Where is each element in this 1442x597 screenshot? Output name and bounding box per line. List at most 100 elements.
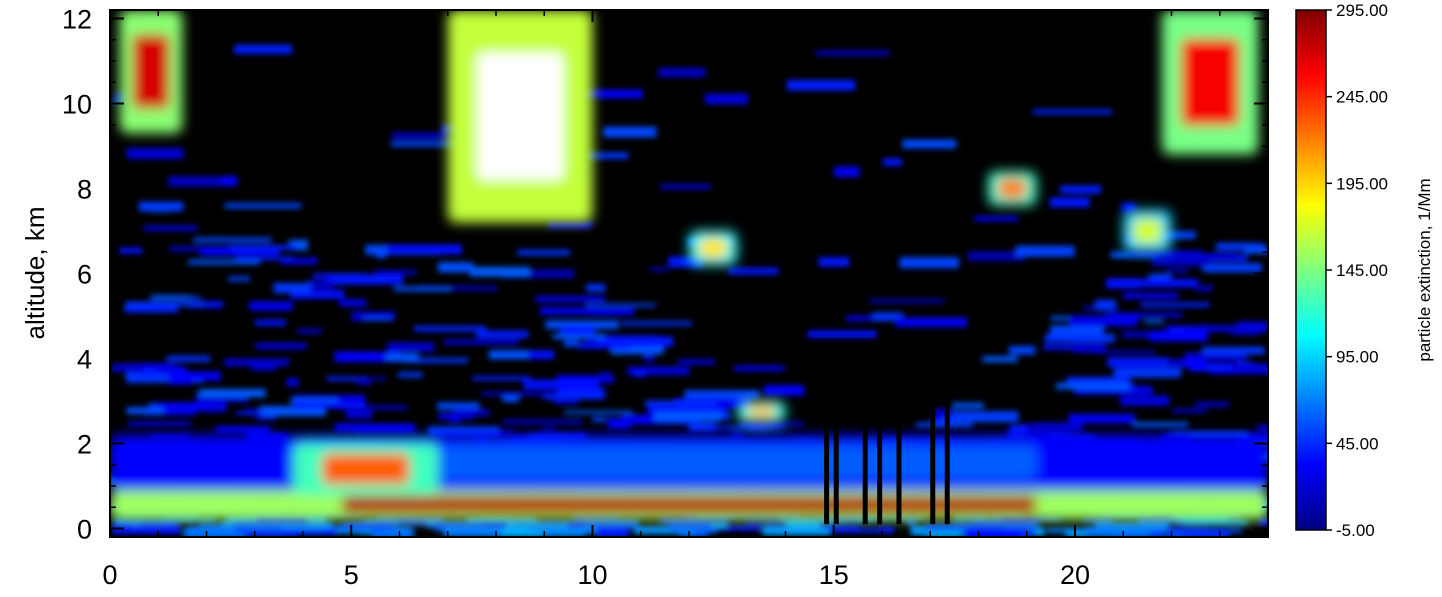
texture-cell <box>472 376 531 381</box>
texture-cell <box>351 311 395 321</box>
texture-cell <box>307 280 335 289</box>
x-tick-label: 0 <box>102 560 117 590</box>
texture-cell <box>1171 327 1185 334</box>
texture-cell <box>1171 408 1207 413</box>
texture-cell <box>660 184 712 190</box>
texture-cell <box>517 249 571 256</box>
texture-cell <box>334 351 402 362</box>
texture-cell <box>586 284 606 292</box>
texture-cell <box>381 527 409 534</box>
texture-cell <box>356 377 372 385</box>
texture-cell <box>596 527 629 537</box>
texture-cell <box>933 408 954 419</box>
texture-cell <box>120 366 186 371</box>
texture-cell <box>1094 299 1116 311</box>
texture-cell <box>1195 402 1229 407</box>
texture-cell <box>1122 292 1178 299</box>
texture-cell <box>335 423 415 432</box>
texture-cell <box>341 521 393 531</box>
texture-cell <box>245 433 261 437</box>
texture-cell <box>438 413 474 420</box>
texture-cell <box>1198 324 1213 330</box>
texture-cell <box>787 79 856 91</box>
texture-cell <box>289 398 338 404</box>
texture-cell <box>124 304 178 313</box>
texture-cell <box>610 344 664 355</box>
texture-cell <box>481 391 555 396</box>
texture-cell <box>390 141 461 147</box>
texture-cell <box>1238 321 1268 333</box>
texture-cell <box>208 406 222 413</box>
texture-cell <box>386 244 462 255</box>
texture-cell <box>1069 315 1138 327</box>
texture-cell <box>372 376 387 381</box>
texture-cell <box>1225 365 1268 369</box>
texture-cell <box>553 400 579 404</box>
texture-cell <box>450 417 461 423</box>
texture-cell <box>528 523 568 531</box>
texture-cell <box>251 520 325 530</box>
texture-cell <box>556 375 615 383</box>
texture-cell <box>438 262 474 273</box>
texture-cell <box>1202 263 1262 273</box>
texture-cell <box>834 166 860 178</box>
texture-cell <box>229 245 297 251</box>
texture-cell <box>234 411 264 415</box>
texture-cell <box>548 220 592 229</box>
texture-cell <box>427 426 500 435</box>
texture-cell <box>974 216 1019 221</box>
texture-cell <box>1202 346 1265 355</box>
texture-cell <box>902 139 957 149</box>
texture-cell <box>255 343 307 349</box>
y-tick-label: 10 <box>62 90 92 120</box>
texture-cell <box>1068 413 1136 424</box>
texture-cell <box>1258 517 1268 525</box>
texture-cell <box>234 527 282 534</box>
texture-cell <box>1149 330 1208 342</box>
texture-cell <box>915 422 974 428</box>
gap-stripe <box>833 401 839 525</box>
texture-cell <box>490 527 542 537</box>
texture-cell <box>1132 278 1199 288</box>
texture-cell <box>592 417 607 422</box>
texture-cell <box>545 320 619 329</box>
texture-cell <box>1195 285 1213 292</box>
y-tick-label: 2 <box>77 430 92 460</box>
texture-cell <box>255 319 286 326</box>
texture-cell <box>221 176 238 185</box>
colorbar-tick-label: 145.00 <box>1336 261 1388 280</box>
texture-cell <box>339 299 367 307</box>
texture-cell <box>313 273 367 279</box>
x-tick-label: 15 <box>819 560 849 590</box>
texture-cell <box>599 371 611 379</box>
texture-cell <box>967 251 1025 261</box>
texture-cell <box>1244 247 1268 254</box>
texture-cell <box>397 372 423 378</box>
texture-cell <box>582 517 639 529</box>
texture-cell <box>668 520 712 531</box>
x-axis: 0 5 10 15 20 <box>102 10 1269 590</box>
texture-cell <box>763 385 805 396</box>
texture-cell <box>393 286 452 292</box>
gap-stripe <box>944 401 950 525</box>
texture-cell <box>1022 423 1072 435</box>
texture-cell <box>542 391 606 400</box>
texture-cell <box>818 257 850 267</box>
texture-cell <box>469 266 530 277</box>
texture-cell <box>643 353 655 363</box>
texture-cell <box>926 527 961 537</box>
texture-cell <box>228 276 251 282</box>
texture-cell <box>1132 422 1189 427</box>
texture-cell <box>215 426 271 433</box>
texture-cell <box>157 402 227 412</box>
y-axis: 0 2 4 6 8 10 12 <box>62 5 1268 545</box>
texture-cell <box>362 316 392 321</box>
x-tick-label: 20 <box>1060 560 1090 590</box>
feature-core <box>476 52 564 180</box>
colorbar-tick-label: 45.00 <box>1336 434 1379 453</box>
y-axis-title: altitude, km <box>20 207 50 340</box>
texture-cell <box>607 418 631 429</box>
texture-cell <box>982 356 1018 363</box>
texture-cell <box>476 330 529 339</box>
feature-core <box>1181 38 1240 126</box>
